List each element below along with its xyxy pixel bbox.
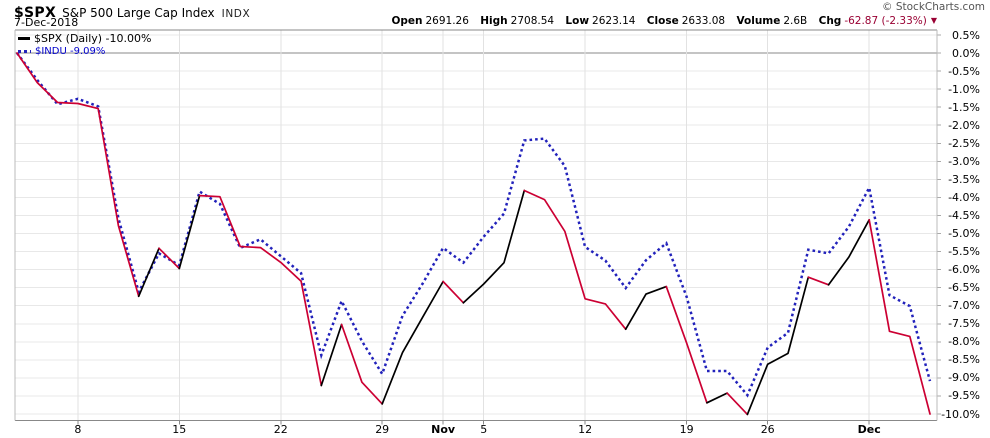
- close-label: Close: [646, 15, 679, 27]
- quote-volume: Volume 2.6B: [736, 15, 807, 27]
- symbol-ticker: $SPX: [14, 5, 57, 21]
- y-axis-label: -2.0%: [948, 118, 980, 132]
- high-label: High: [480, 15, 508, 27]
- open-label: Open: [391, 15, 423, 27]
- x-axis-label: 12: [578, 423, 593, 436]
- symbol-name: S&P 500 Large Cap Index: [62, 6, 215, 20]
- x-axis-label: 26: [760, 423, 775, 436]
- quote-high: High 2708.54: [480, 15, 554, 27]
- stockcharts-copyright-link[interactable]: © StockCharts.com: [882, 1, 985, 13]
- y-axis-label: -1.0%: [948, 82, 980, 96]
- chart-legend: $SPX (Daily) -10.00% $INDU -9.09%: [18, 32, 151, 58]
- change-down-triangle-icon: ▼: [930, 16, 937, 25]
- y-axis-label: -5.5%: [948, 245, 980, 259]
- y-axis-label: -1.5%: [948, 100, 980, 114]
- y-axis-label: -5.0%: [948, 227, 980, 240]
- y-axis-label: -2.5%: [948, 136, 980, 150]
- x-axis-label: 29: [375, 423, 390, 436]
- quote-low: Low 2623.14: [565, 15, 635, 27]
- volume-label: Volume: [736, 15, 781, 27]
- x-axis-label: Dec: [857, 423, 881, 436]
- legend-indu-label: $INDU -9.09%: [35, 45, 106, 57]
- high-value: 2708.54: [510, 15, 555, 27]
- chart-title-row: $SPX S&P 500 Large Cap Index INDX: [14, 2, 250, 21]
- y-axis-label: -3.5%: [948, 172, 980, 186]
- x-axis-label: 8: [74, 423, 82, 436]
- chg-label: Chg: [818, 15, 842, 27]
- y-axis-label: 0.0%: [952, 46, 980, 60]
- chart-date: 7-Dec-2018: [14, 16, 79, 29]
- legend-item-spx: $SPX (Daily) -10.00%: [18, 31, 152, 45]
- legend-item-indu: $INDU -9.09%: [18, 45, 151, 57]
- y-axis-label: 0.5%: [952, 28, 980, 42]
- quote-open: Open 2691.26: [391, 15, 468, 27]
- spx-line-series: [16, 52, 931, 416]
- legend-spx-label: $SPX (Daily) -10.00%: [34, 31, 152, 45]
- indu-dotted-line-swatch-icon: [18, 49, 31, 53]
- y-axis-label: -4.5%: [948, 209, 980, 222]
- y-axis-label: -0.5%: [948, 64, 980, 78]
- low-value: 2623.14: [592, 15, 636, 27]
- x-axis-label: 19: [679, 423, 694, 436]
- y-axis-label: -8.5%: [948, 353, 980, 367]
- plot-border: [14, 29, 938, 421]
- x-axis-label: 15: [172, 423, 187, 436]
- y-axis-label: -8.0%: [948, 335, 980, 349]
- open-value: 2691.26: [425, 15, 469, 27]
- close-value: 2633.08: [681, 15, 726, 27]
- x-axis-label: Nov: [431, 423, 456, 436]
- y-axis-label: -6.0%: [948, 263, 980, 277]
- symbol-exchange: INDX: [221, 8, 251, 20]
- x-axis-label: 5: [480, 423, 488, 436]
- y-axis-label: -7.5%: [948, 317, 980, 331]
- y-axis-ticks: [937, 34, 941, 415]
- grid-horizontal: [15, 34, 937, 415]
- low-label: Low: [565, 15, 590, 27]
- quote-close: Close 2633.08: [647, 15, 725, 27]
- y-axis-label: -10.0%: [941, 407, 980, 421]
- y-axis-label: -9.5%: [948, 389, 980, 403]
- y-axis-label: -4.0%: [948, 190, 980, 204]
- quote-change: Chg -62.87 (-2.33%) ▼: [819, 15, 937, 27]
- quote-summary-row: Open 2691.26 High 2708.54 Low 2623.14 Close…: [391, 15, 937, 27]
- y-axis-label: -7.0%: [948, 299, 980, 313]
- y-axis-label: -9.0%: [948, 371, 980, 385]
- x-axis-label: 22: [273, 423, 288, 436]
- indu-line-series: [15, 52, 932, 398]
- y-axis-label: -6.5%: [948, 281, 980, 295]
- spx-solid-line-swatch-icon: [18, 36, 30, 40]
- volume-value: 2.6B: [783, 15, 808, 27]
- y-axis-label: -3.0%: [948, 154, 980, 168]
- chg-value: -62.87 (-2.33%): [844, 15, 927, 27]
- grid-vertical: [77, 30, 870, 425]
